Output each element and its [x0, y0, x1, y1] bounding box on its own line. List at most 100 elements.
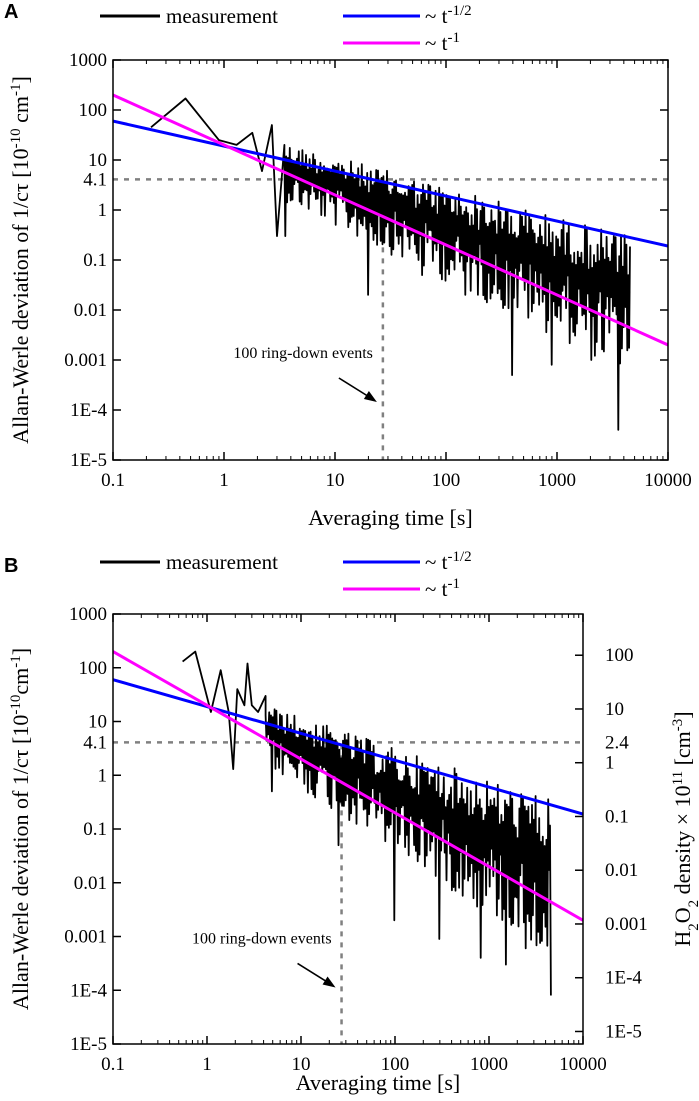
y-tick-label: 0.1 [83, 819, 107, 840]
legend-label: ~ t-1/2 [425, 549, 472, 574]
y-tick-label: 0.001 [64, 927, 107, 948]
y-tick-label: 1E-5 [70, 1034, 107, 1055]
y-tick-label: 100 [79, 100, 108, 121]
y-tick-label: 1000 [69, 50, 107, 71]
legend-label-exp: -1 [447, 576, 460, 592]
y2-tick-label: 0.01 [605, 860, 638, 881]
annotation-arrow-head [363, 391, 377, 402]
y-tick-label: 0.01 [74, 873, 107, 894]
y-tick-label: 100 [79, 658, 108, 679]
y2-title-part: [cm [670, 731, 695, 771]
y-title-sup: -10 [8, 128, 24, 148]
y-tick-label: 1E-4 [70, 400, 107, 421]
fit-line-t-half [113, 119, 668, 248]
y2-title-sub: 2 [686, 923, 699, 931]
annotation-arrow-head [322, 976, 336, 988]
fit-line-t-one [113, 93, 668, 347]
y-tick-label: 10 [88, 712, 107, 733]
y2-title-part: density × 10 [670, 785, 695, 899]
legend-label-exp: -1/2 [447, 3, 471, 19]
legend-label: ~ t-1/2 [425, 3, 472, 28]
y-tick-label: 0.1 [83, 250, 107, 271]
x-tick-label: 100 [432, 470, 461, 491]
x-axis-title: Averaging time [s] [308, 505, 473, 530]
panel-letter-b: B [4, 555, 18, 577]
y-tick-label: 4.1 [83, 169, 107, 190]
annotation-arrow-shaft [297, 962, 330, 985]
legend-label-text: measurement [166, 550, 278, 574]
plot-area [113, 650, 583, 1044]
y-axis-title: Allan-Werle deviation of 1/cτ [10-10cm-1… [8, 648, 33, 1010]
y-title-part: ] [8, 648, 33, 655]
y-title-part: Allan-Werle deviation of 1/cτ [8, 744, 33, 1010]
x-tick-label: 10000 [559, 1054, 607, 1075]
x-tick-label: 10000 [644, 470, 692, 491]
legend-label-exp: -1 [447, 30, 460, 46]
y-title-sup: -10 [8, 695, 24, 715]
x-tick-label: 1 [202, 1054, 212, 1075]
y-title-part: [10 [8, 148, 33, 177]
y-title-part: cm [8, 96, 33, 128]
x-tick-label: 0.1 [101, 470, 125, 491]
y-title-part: Allan-Werle deviation of 1/cτ [8, 178, 33, 444]
x-tick-label: 1000 [470, 1054, 508, 1075]
legend-label: measurement [166, 4, 278, 28]
y-title-part: [10 [8, 715, 33, 744]
legend-label: measurement [166, 550, 278, 574]
y2-title-sub: 2 [686, 900, 699, 908]
annotation-arrow-shaft [338, 377, 372, 399]
legend-label-exp: -1/2 [447, 549, 471, 565]
y-title-part: cm [8, 668, 33, 695]
y-tick-label: 0.01 [74, 300, 107, 321]
y-tick-label: 1 [98, 200, 108, 221]
y2-tick-label: 0.001 [605, 914, 648, 935]
legend-label-text: ~ t [425, 550, 448, 574]
legend-label-text: ~ t [425, 4, 448, 28]
y2-title-sup: 11 [670, 771, 686, 785]
y-tick-label: 1000 [69, 604, 107, 625]
y-tick-label: 1E-5 [70, 450, 107, 471]
x-tick-label: 0.1 [101, 1054, 125, 1075]
y-tick-label: 0.001 [64, 350, 107, 371]
y-tick-label: 1 [98, 765, 108, 786]
y2-title-part: ] [670, 711, 695, 718]
legend-label: ~ t-1 [425, 576, 460, 601]
y2-title-part: H [670, 931, 695, 947]
y2-tick-label: 100 [605, 645, 634, 666]
fit-line-t-one [113, 650, 583, 922]
x-tick-label: 100 [381, 1054, 410, 1075]
measurement-series-line [150, 97, 631, 431]
y2-tick-label: 2.4 [605, 732, 629, 753]
x-tick-label: 10 [326, 470, 345, 491]
y2-title-part: O [670, 907, 695, 923]
y2-title-sup: -3 [670, 719, 686, 732]
y-tick-label: 1E-4 [70, 980, 107, 1001]
legend-label-text: ~ t [425, 31, 448, 55]
legend-label-text: ~ t [425, 577, 448, 601]
y2-tick-label: 1 [605, 753, 615, 774]
plot-area [113, 93, 668, 460]
x-tick-label: 10 [292, 1054, 311, 1075]
x-tick-label: 1000 [538, 470, 576, 491]
legend-label: ~ t-1 [425, 30, 460, 55]
x-tick-label: 1 [219, 470, 229, 491]
y-tick-label: 4.1 [83, 732, 107, 753]
y2-tick-label: 10 [605, 699, 624, 720]
y2-axis-title: H2O2 density × 1011 [cm-3] [670, 711, 699, 946]
annotation-text: 100 ring-down events [233, 345, 373, 362]
chart-panel-a: A0.1 1 10 100 1000 100001000100104.110.10.010… [4, 1, 692, 530]
annotation-text: 100 ring-down events [192, 930, 332, 947]
y-tick-label: 10 [88, 150, 107, 171]
fit-line-t-half [113, 678, 583, 816]
legend-label-text: measurement [166, 4, 278, 28]
y2-tick-label: 0.1 [605, 806, 629, 827]
y-title-part: ] [8, 76, 33, 83]
y-title-sup: -1 [8, 655, 24, 668]
y-title-sup: -1 [8, 84, 24, 97]
panel-letter-a: A [4, 1, 18, 23]
y2-tick-label: 1E-5 [605, 1021, 642, 1042]
x-axis-title: Averaging time [s] [296, 1070, 461, 1095]
y-axis-title: Allan-Werle deviation of 1/cτ [10-10 cm-… [8, 76, 33, 444]
y2-tick-label: 1E-4 [605, 968, 642, 989]
